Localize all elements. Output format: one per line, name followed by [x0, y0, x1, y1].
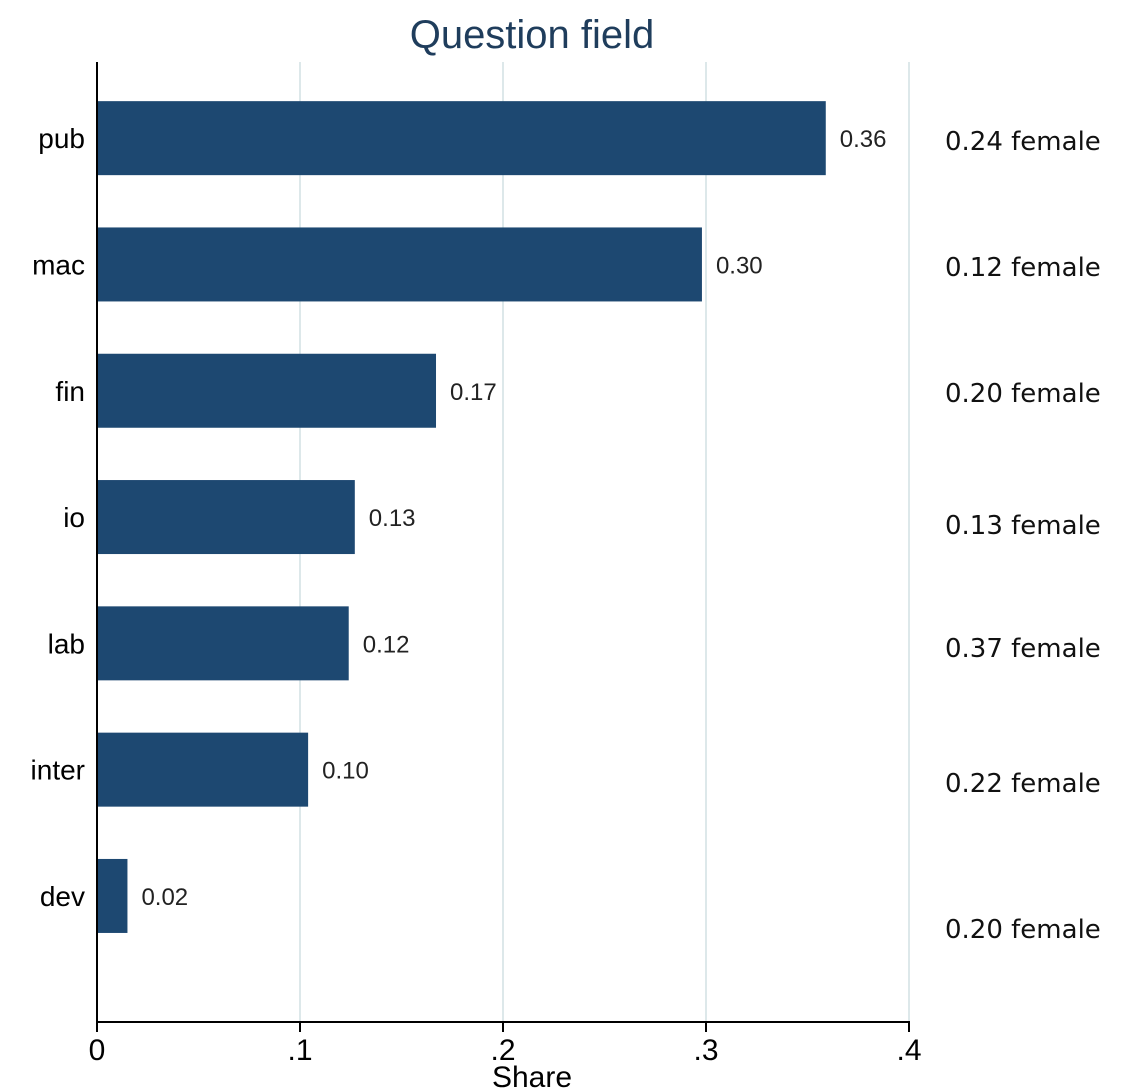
category-label: fin — [55, 376, 85, 407]
bar — [97, 480, 355, 555]
female-share-note: 0.24 female — [945, 127, 1101, 157]
chart-title: Question field — [410, 13, 655, 57]
category-label: io — [63, 502, 85, 533]
bars — [97, 101, 826, 933]
bar-value-label: 0.17 — [450, 379, 497, 406]
axes — [96, 62, 910, 1032]
category-label: dev — [40, 881, 85, 912]
labels: pub 0.36 0.24 female mac 0.30 0.12 female fin 0… — [31, 123, 1101, 1067]
x-tick-label: .2 — [490, 1034, 515, 1067]
bar — [97, 606, 349, 681]
bar — [97, 858, 128, 933]
category-label: lab — [48, 628, 85, 659]
female-share-note: 0.37 female — [945, 634, 1101, 664]
female-share-note: 0.20 female — [945, 915, 1101, 945]
x-tick-label: 0 — [89, 1034, 106, 1067]
x-axis-label: Share — [492, 1061, 572, 1092]
grid-lines — [299, 62, 910, 1022]
bar — [97, 227, 702, 302]
category-label: mac — [32, 249, 85, 280]
bar-value-label: 0.10 — [322, 758, 369, 785]
female-share-note: 0.20 female — [945, 379, 1101, 409]
bar-value-label: 0.30 — [716, 252, 763, 279]
category-label: inter — [31, 755, 85, 786]
female-share-note: 0.13 female — [945, 511, 1101, 541]
x-tick-label: .1 — [287, 1034, 312, 1067]
x-tick-label: .4 — [896, 1034, 921, 1067]
bar-value-label: 0.12 — [363, 631, 410, 658]
bar — [97, 353, 437, 428]
bar — [97, 101, 826, 176]
bar-value-label: 0.13 — [369, 505, 416, 532]
female-share-note: 0.12 female — [945, 253, 1101, 283]
x-tick-label: .3 — [693, 1034, 718, 1067]
bar — [97, 732, 309, 807]
category-label: pub — [38, 123, 85, 154]
female-share-note: 0.22 female — [945, 769, 1101, 799]
bar-value-label: 0.36 — [840, 126, 887, 153]
bar-value-label: 0.02 — [141, 884, 188, 911]
